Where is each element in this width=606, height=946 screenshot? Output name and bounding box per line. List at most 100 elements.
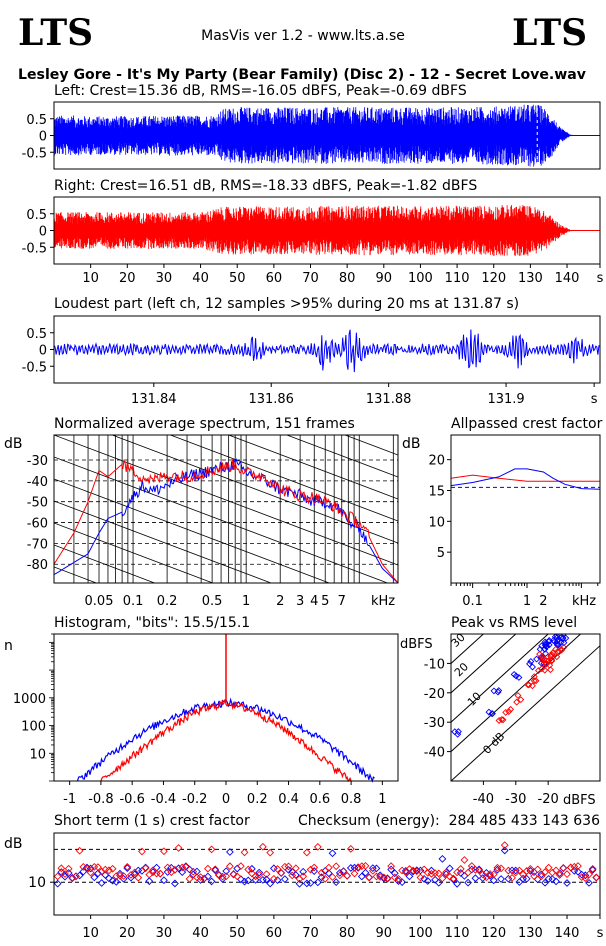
crest-factor-ytick-label: 15 <box>428 485 445 500</box>
short-term-crest-right-point <box>464 868 472 877</box>
short-term-crest-right-point <box>456 865 465 873</box>
peak-rms-xlabel: dBFS <box>563 793 596 808</box>
peak-rms-right-point <box>513 698 521 706</box>
short-term-crest-right-point <box>563 870 571 878</box>
short-term-crest-left-point <box>324 869 333 878</box>
peak-rms-right-point <box>530 677 538 685</box>
short-term-crest-left-point <box>207 877 216 886</box>
short-term-crest-left-point <box>445 864 454 873</box>
short-term-crest-right-point <box>412 867 421 876</box>
short-term-crest-left-point <box>390 869 399 878</box>
short-term-crest-left-point <box>559 864 568 873</box>
peak-rms-right-point <box>540 656 548 664</box>
peak-rms-right-point <box>553 653 561 661</box>
spectrum-slope-line <box>54 456 389 583</box>
short-term-crest-left-point <box>97 879 106 887</box>
short-term-crest-right-point <box>497 864 505 873</box>
short-term-crest-right-point <box>211 865 220 874</box>
short-term-crest-right-point <box>130 868 139 877</box>
short-term-crest-right-point <box>489 870 498 879</box>
peak-rms-left-point <box>560 634 568 638</box>
short-term-crest-xtick-label: 100 <box>408 926 433 941</box>
short-term-crest-left-point <box>141 863 150 872</box>
short-term-crest-left-point <box>453 879 461 888</box>
peak-rms-right-point <box>525 681 533 689</box>
short-term-crest-right-point <box>233 872 242 881</box>
short-term-crest-right-point <box>171 865 179 874</box>
peak-rms-right-point <box>538 665 546 673</box>
spectrum-ytick-label: -70 <box>27 537 48 552</box>
short-term-crest-right-point <box>511 868 520 877</box>
short-term-crest-right-point <box>394 874 403 883</box>
peak-rms-xtick-label: -30 <box>505 792 526 807</box>
histogram-xtick-label: 0.6 <box>309 792 330 807</box>
peak-rms-right-point <box>552 645 560 653</box>
peak-rms-left-point <box>542 650 550 658</box>
short-term-crest-right-point <box>134 873 143 882</box>
spectrum-ytick-label: -60 <box>27 517 48 532</box>
short-term-crest-left-point <box>244 876 253 885</box>
crest-factor-left-line <box>450 468 601 490</box>
peak-rms-left-point <box>533 655 541 663</box>
spectrum-left-line <box>54 457 398 583</box>
short-term-crest-left-point <box>145 877 154 886</box>
spectrum-xtick-label: 2 <box>276 594 284 609</box>
peak-rms-ytick-label: -40 <box>424 746 445 761</box>
peak-rms-frame <box>450 633 601 782</box>
histogram-xtick-label: 0.2 <box>247 792 268 807</box>
short-term-crest-left-point <box>222 867 231 875</box>
short-term-crest-right-point <box>310 863 319 872</box>
crest-factor-ytick-label: 20 <box>428 454 445 469</box>
peak-rms-left-point <box>512 672 520 680</box>
peak-rms-left-point <box>510 670 518 678</box>
short-term-crest-xtick-label: 10 <box>82 926 99 941</box>
short-term-crest-left-point <box>541 878 549 887</box>
short-term-crest-left-point <box>53 879 62 888</box>
short-term-crest-right-point <box>438 874 447 883</box>
peak-rms-crest-label: 10 <box>465 690 484 709</box>
short-term-crest-right-point <box>196 873 205 882</box>
short-term-crest-left-point <box>354 864 363 872</box>
short-term-crest-right-point <box>365 873 374 882</box>
loudest-part-ytick-label: 0.5 <box>26 327 47 342</box>
short-term-crest-right-point <box>361 861 370 870</box>
peak-rms-crest-line <box>451 634 582 753</box>
right-waveform-xtick-label: 50 <box>229 271 246 286</box>
loudest-part-xtick-label: 131.84 <box>131 392 177 407</box>
short-term-crest-right-point <box>86 868 95 877</box>
crest-factor-xtick-label: 0.1 <box>462 594 483 609</box>
short-term-crest-right-point <box>61 870 69 878</box>
short-term-crest-xtick-label: 60 <box>266 926 283 941</box>
short-term-crest-right-point <box>119 872 128 880</box>
peak-rms-crest-line <box>451 634 517 694</box>
short-term-crest-right-point <box>552 866 560 875</box>
short-term-crest-left-point <box>313 878 322 887</box>
short-term-crest-right-point <box>574 862 582 870</box>
peak-rms-left-point <box>494 688 502 696</box>
spectrum-title: Normalized average spectrum, 151 frames <box>54 416 355 432</box>
short-term-crest-right-point <box>163 863 172 872</box>
short-term-crest-right-point <box>405 865 414 873</box>
short-term-crest-right-point <box>68 874 77 883</box>
peak-rms-ylabel: dBFS <box>400 637 433 652</box>
short-term-crest-xtick-label: 70 <box>302 926 319 941</box>
short-term-crest-left-point <box>434 878 443 887</box>
spectrum-xtick-label: 0.1 <box>123 594 144 609</box>
short-term-crest-right-point <box>585 870 593 879</box>
spectrum-slope-line <box>169 435 398 522</box>
file-title: Lesley Gore - It's My Party (Bear Family… <box>18 67 587 83</box>
peak-rms-right-point <box>549 649 557 657</box>
short-term-crest-left-point <box>357 872 366 881</box>
short-term-crest-right-point <box>156 869 165 878</box>
short-term-crest-xtick-label: 30 <box>156 926 173 941</box>
short-term-crest-xtick-label: 110 <box>445 926 470 941</box>
short-term-crest-right-point <box>328 873 337 881</box>
short-term-crest-right-point <box>123 862 132 871</box>
short-term-crest-right-point <box>72 872 80 881</box>
spectrum-slope-line <box>54 544 156 583</box>
short-term-crest-right-point <box>346 844 355 853</box>
short-term-crest-left-point <box>383 874 392 883</box>
short-term-crest-right-point <box>368 866 377 875</box>
short-term-crest-right-point <box>475 866 483 875</box>
